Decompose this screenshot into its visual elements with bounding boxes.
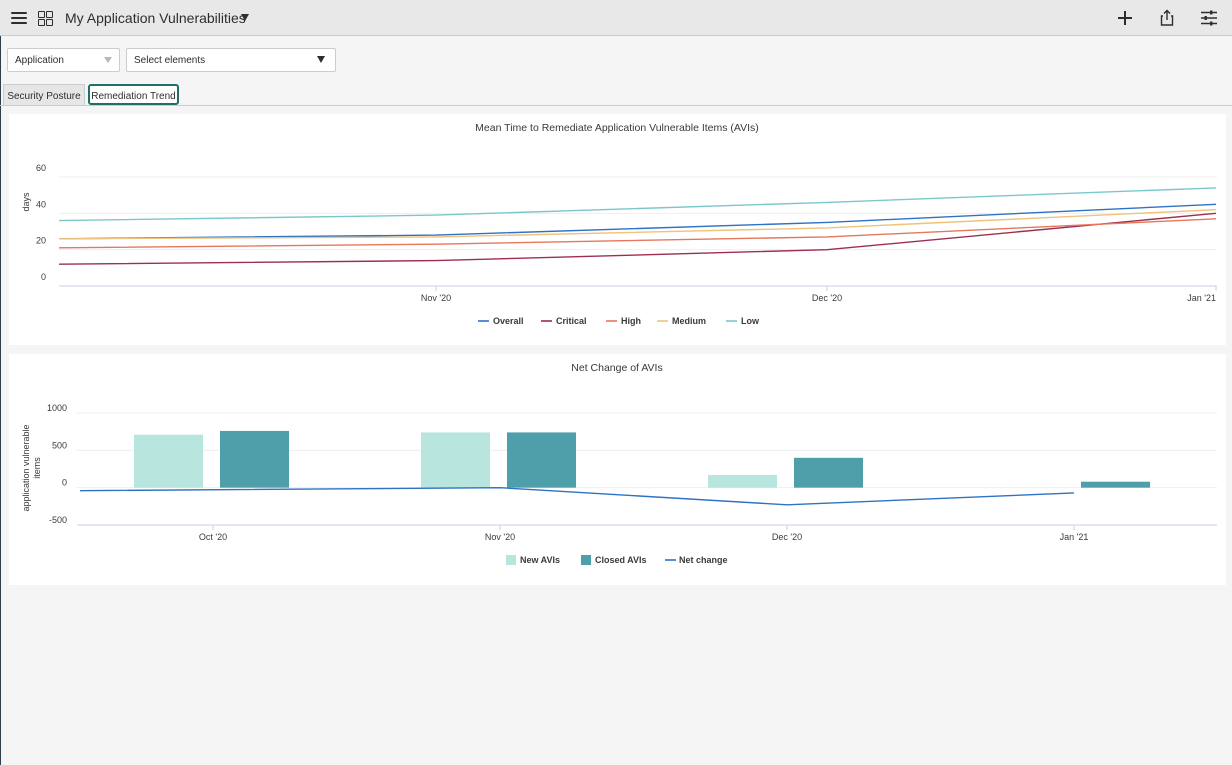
- mttr-line-chart: Mean Time to Remediate Application Vulne…: [21, 122, 1217, 326]
- series-line-medium: [58, 209, 1217, 240]
- x-tick-label: Jan '21: [1060, 532, 1089, 542]
- y-tick-label: 60: [36, 163, 46, 173]
- title-dropdown-icon[interactable]: [241, 14, 249, 21]
- y-tick-label: 500: [52, 440, 67, 450]
- series-line-net-change: [79, 486, 1075, 506]
- x-tick-label: Dec '20: [812, 293, 842, 303]
- y-axis-label: days: [21, 192, 31, 212]
- legend-swatch-closed-avis: [581, 555, 591, 565]
- tab-security-posture[interactable]: Security Posture: [3, 84, 85, 105]
- y-tick-label: 0: [62, 478, 67, 488]
- legend-label-overall: Overall: [493, 316, 524, 326]
- left-edge-rule: [0, 0, 1, 765]
- legend-label-closed-avis: Closed AVIs: [595, 555, 647, 565]
- x-tick-label: Jan '21: [1187, 293, 1216, 303]
- x-tick-label: Nov '20: [485, 532, 515, 542]
- mttr-chart-panel: Mean Time to Remediate Application Vulne…: [9, 114, 1226, 345]
- y-axis-label: application vulnerableitems: [21, 424, 42, 511]
- chevron-down-icon: [104, 57, 112, 63]
- elements-filter-label: Select elements: [134, 55, 206, 66]
- y-tick-label: 1000: [47, 403, 67, 413]
- tab-remediation-trend[interactable]: Remediation Trend: [88, 84, 179, 105]
- legend-swatch-new-avis: [506, 555, 516, 565]
- legend-label-net-change: Net change: [679, 555, 728, 565]
- chevron-down-icon: [317, 56, 325, 63]
- x-tick-label: Dec '20: [772, 532, 802, 542]
- application-filter-select[interactable]: Application: [7, 48, 120, 72]
- bar-closed-avis: [220, 430, 289, 488]
- page-title: My Application Vulnerabilities: [65, 10, 246, 26]
- y-tick-label: 20: [36, 236, 46, 246]
- legend-label-low: Low: [741, 316, 760, 326]
- x-tick-label: Oct '20: [199, 532, 227, 542]
- bar-closed-avis: [794, 457, 863, 488]
- elements-filter-select[interactable]: Select elements: [126, 48, 336, 72]
- bar-closed-avis: [1081, 481, 1150, 488]
- series-line-low: [58, 187, 1217, 222]
- legend-label-critical: Critical: [556, 316, 587, 326]
- filter-settings-icon[interactable]: [1199, 8, 1219, 28]
- chart-title: Mean Time to Remediate Application Vulne…: [475, 122, 759, 134]
- series-line-high: [58, 218, 1217, 249]
- bar-new-avis: [708, 474, 777, 488]
- legend-label-high: High: [621, 316, 641, 326]
- tab-divider: [0, 105, 1232, 106]
- series-line-overall: [58, 203, 1217, 240]
- y-tick-label: -500: [49, 515, 67, 525]
- tab-label: Remediation Trend: [91, 91, 176, 102]
- bar-closed-avis: [507, 432, 576, 488]
- y-tick-label: 0: [41, 272, 46, 282]
- application-filter-label: Application: [15, 55, 64, 66]
- y-tick-label: 40: [36, 199, 46, 209]
- legend-label-medium: Medium: [672, 316, 706, 326]
- top-bar: My Application Vulnerabilities: [0, 0, 1232, 36]
- legend-label-new-avis: New AVIs: [520, 555, 560, 565]
- series-line-critical: [58, 212, 1217, 265]
- share-icon[interactable]: [1157, 8, 1177, 28]
- tab-label: Security Posture: [7, 91, 81, 102]
- hamburger-menu-icon[interactable]: [11, 11, 27, 25]
- chart-title: Net Change of AVIs: [571, 362, 662, 374]
- dashboard-grid-icon[interactable]: [38, 11, 53, 26]
- bar-new-avis: [421, 432, 490, 488]
- net-change-bar-chart: Net Change of AVIs application vulnerable…: [21, 362, 1217, 565]
- add-icon[interactable]: [1115, 8, 1135, 28]
- net-change-chart-panel: Net Change of AVIs application vulnerable…: [9, 354, 1226, 585]
- x-tick-label: Nov '20: [421, 293, 451, 303]
- bar-new-avis: [134, 434, 203, 488]
